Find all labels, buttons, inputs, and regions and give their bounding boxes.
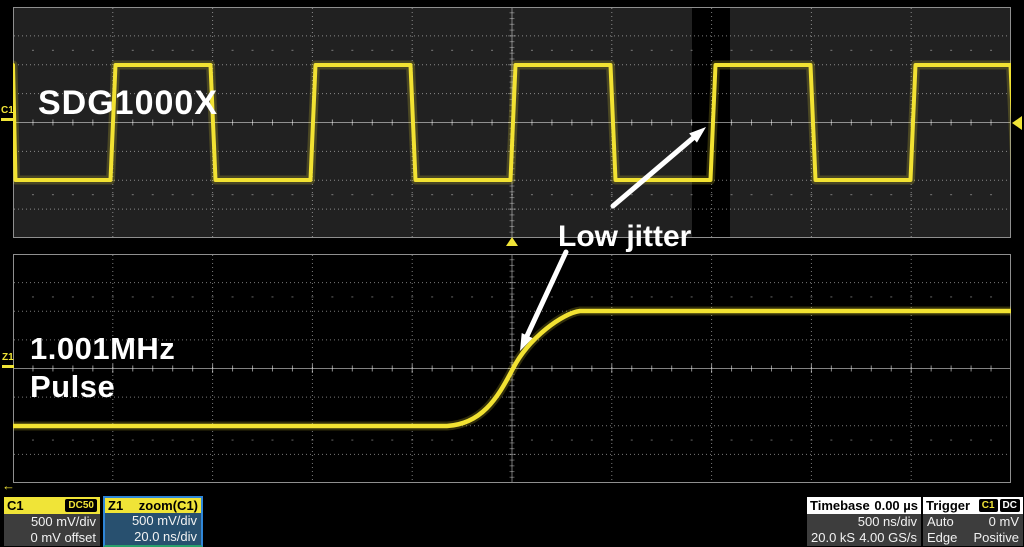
z1-channel-marker[interactable]: Z1	[2, 352, 15, 368]
zoom-annotation: 1.001MHz Pulse	[30, 330, 175, 406]
zoom-timebase: 20.0 ns/div	[105, 529, 201, 545]
trigger-descriptor-box[interactable]: Trigger C1 DC Auto 0 mV Edge Positive	[923, 497, 1023, 546]
offscreen-left-arrow-icon: ←	[2, 478, 15, 493]
trigger-type-row: Edge Positive	[923, 530, 1023, 546]
main-square-wave-trace	[13, 63, 1011, 182]
zoom-annotation-line1: 1.001MHz	[30, 331, 176, 366]
z1-level-bar-icon	[2, 365, 14, 368]
trigger-level: 0 mV	[988, 514, 1019, 529]
c1-channel-label: C1	[1, 105, 14, 116]
zoom-name: Z1	[108, 498, 124, 513]
zoom-scale: 500 mV/div	[105, 513, 201, 529]
trigger-slope: Positive	[973, 530, 1019, 545]
trigger-header[interactable]: Trigger C1 DC	[923, 497, 1023, 514]
trigger-mode: Auto	[927, 514, 954, 529]
timebase-title: Timebase	[810, 498, 870, 513]
channel1-header[interactable]: C1 DC50	[4, 497, 100, 514]
c1-level-bar-icon	[1, 118, 13, 121]
zoom-header[interactable]: Z1 zoom(C1)	[105, 498, 201, 513]
jitter-callout: Low jitter	[558, 220, 692, 253]
c1-channel-marker[interactable]: C1	[1, 105, 14, 121]
timebase-rate: 4.00 GS/s	[859, 530, 917, 545]
zoom-mode: zoom(C1)	[138, 498, 198, 513]
zoom-annotation-line2: Pulse	[30, 369, 116, 404]
channel1-scale: 500 mV/div	[4, 514, 100, 530]
timebase-descriptor-box[interactable]: Timebase 0.00 µs 500 ns/div 20.0 kS 4.00…	[807, 497, 921, 546]
zoom-descriptor-box[interactable]: Z1 zoom(C1) 500 mV/div 20.0 ns/div	[103, 496, 203, 547]
main-waveform-plot	[13, 7, 1011, 238]
channel1-descriptor-box[interactable]: C1 DC50 500 mV/div 0 mV offset	[4, 497, 100, 546]
trigger-coupling-badge: DC	[999, 499, 1020, 512]
timebase-header[interactable]: Timebase 0.00 µs	[807, 497, 921, 514]
zoom-waveform-panel	[13, 254, 1011, 483]
timebase-sampling-row: 20.0 kS 4.00 GS/s	[807, 530, 921, 546]
trigger-type: Edge	[927, 530, 958, 545]
timebase-scale: 500 ns/div	[807, 514, 921, 530]
main-annotation: SDG1000X	[38, 84, 218, 122]
channel1-offset: 0 mV offset	[4, 530, 100, 546]
trigger-source-badge: C1	[978, 499, 998, 512]
trigger-title: Trigger	[926, 498, 971, 513]
main-waveform-panel	[13, 7, 1011, 238]
channel1-coupling-badge: DC50	[65, 499, 97, 512]
z1-channel-label: Z1	[2, 352, 14, 363]
trigger-delay-marker-icon[interactable]	[506, 237, 518, 246]
timebase-points: 20.0 kS	[811, 530, 856, 545]
trigger-mode-row: Auto 0 mV	[923, 514, 1023, 530]
timebase-delay: 0.00 µs	[874, 498, 918, 513]
trigger-badges: C1 DC	[978, 499, 1020, 512]
channel1-name: C1	[7, 498, 24, 513]
trigger-level-marker-icon[interactable]	[1012, 116, 1022, 130]
